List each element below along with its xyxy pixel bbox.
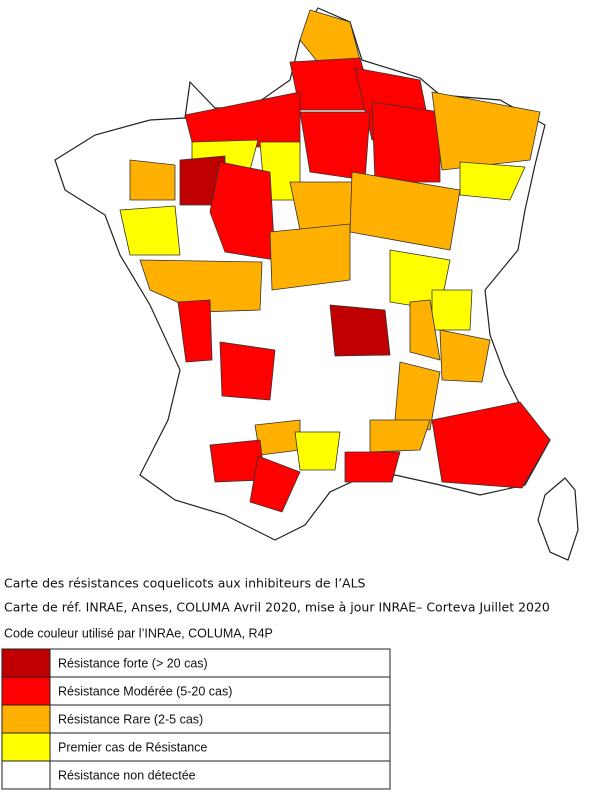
department	[269, 223, 351, 291]
department	[219, 341, 276, 401]
legend-swatch	[1, 732, 51, 762]
caption-line: Carte de réf. INRAE, Anses, COLUMA Avril…	[4, 600, 550, 615]
legend-title: Code couleur utilisé par l’INRAe, COLUMA…	[4, 626, 273, 640]
department	[394, 361, 441, 431]
legend-label: Résistance Rare (2-5 cas)	[58, 712, 203, 726]
department	[431, 401, 551, 489]
department	[431, 289, 473, 331]
department	[139, 259, 263, 313]
legend-label: Résistance forte (> 20 cas)	[58, 656, 208, 670]
caption-line: Carte des résistances coquelicots aux in…	[4, 576, 366, 591]
department	[129, 159, 176, 201]
department	[249, 455, 301, 513]
department	[344, 451, 401, 483]
department	[459, 161, 526, 201]
legend-swatch	[1, 676, 51, 706]
department	[329, 304, 391, 357]
department	[209, 161, 276, 261]
department	[289, 181, 361, 231]
map	[54, 7, 579, 561]
department	[299, 111, 371, 181]
department	[177, 299, 213, 363]
legend: Résistance forte (> 20 cas) Résistance Mo…	[1, 648, 391, 790]
department	[119, 205, 181, 256]
department	[294, 431, 341, 471]
legend-label: Premier cas de Résistance	[58, 740, 207, 754]
legend-cell	[49, 760, 391, 790]
department	[431, 91, 541, 171]
department	[369, 419, 431, 453]
legend-label: Résistance non détectée	[58, 768, 196, 782]
legend-swatch	[1, 648, 51, 678]
department	[371, 101, 441, 183]
legend-swatch	[1, 704, 51, 734]
department	[409, 299, 441, 361]
corsica	[537, 477, 579, 561]
legend-label: Résistance Modérée (5-20 cas)	[58, 684, 232, 698]
department	[349, 171, 461, 251]
legend-swatch	[1, 760, 51, 790]
department	[254, 419, 301, 456]
department	[439, 329, 491, 383]
